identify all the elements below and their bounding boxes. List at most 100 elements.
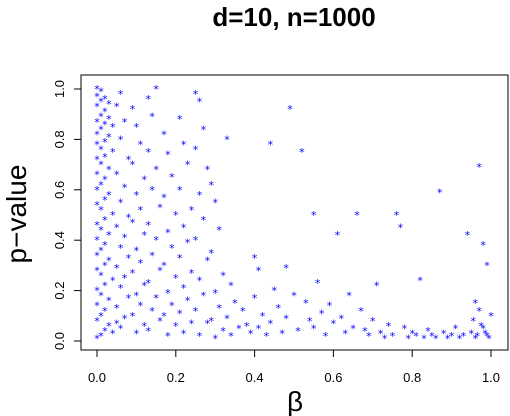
- data-point: *: [323, 330, 329, 343]
- data-point: *: [98, 159, 104, 172]
- data-point: *: [457, 332, 463, 345]
- x-tick-label: 0.4: [246, 370, 264, 385]
- data-point: *: [134, 189, 140, 202]
- y-tick-label: 0.2: [52, 282, 67, 300]
- data-point: *: [169, 171, 175, 184]
- data-point: *: [94, 285, 100, 298]
- data-point: *: [370, 315, 376, 328]
- x-axis: 0.0 0.2 0.4 0.6 0.8 1.0: [88, 350, 500, 385]
- data-point: *: [382, 332, 388, 345]
- data-point: *: [94, 184, 100, 197]
- data-point: *: [386, 320, 392, 333]
- data-point: *: [106, 189, 112, 202]
- data-point: *: [161, 310, 167, 323]
- data-point: *: [94, 219, 100, 232]
- data-point: *: [287, 103, 293, 116]
- data-point: *: [461, 330, 467, 343]
- y-tick-label: 1.0: [52, 80, 67, 98]
- data-point: *: [437, 186, 443, 199]
- data-point: *: [145, 219, 151, 232]
- data-point: *: [335, 229, 341, 242]
- data-point: *: [220, 325, 226, 338]
- data-point: *: [106, 295, 112, 308]
- data-point: *: [232, 297, 238, 310]
- data-point: *: [153, 292, 159, 305]
- data-point: *: [295, 325, 301, 338]
- data-point: *: [327, 300, 333, 313]
- data-point: *: [157, 264, 163, 277]
- data-point: *: [216, 224, 222, 237]
- data-point: *: [212, 332, 218, 345]
- data-point: *: [102, 259, 108, 272]
- data-point: *: [240, 305, 246, 318]
- data-point: *: [126, 212, 132, 225]
- data-point: *: [130, 217, 136, 230]
- data-point: *: [114, 169, 120, 182]
- data-point: *: [98, 96, 104, 109]
- data-point: *: [366, 330, 372, 343]
- data-point: *: [110, 121, 116, 134]
- chart-title: d=10, n=1000: [212, 2, 375, 32]
- data-point: *: [98, 123, 104, 136]
- data-point: *: [252, 292, 258, 305]
- data-point: *: [484, 330, 490, 343]
- data-point: *: [98, 111, 104, 124]
- data-point: *: [149, 184, 155, 197]
- data-point: *: [478, 320, 484, 333]
- data-point: *: [106, 254, 112, 267]
- data-point: *: [413, 330, 419, 343]
- data-point: *: [118, 282, 124, 295]
- data-point: *: [94, 332, 100, 345]
- data-point: *: [94, 128, 100, 141]
- data-point: *: [98, 310, 104, 323]
- data-point: *: [102, 136, 108, 149]
- data-point: *: [94, 116, 100, 129]
- data-point: *: [94, 169, 100, 182]
- y-tick-label: 0.0: [52, 332, 67, 350]
- data-point: *: [110, 275, 116, 288]
- data-point: *: [449, 330, 455, 343]
- data-point: *: [102, 106, 108, 119]
- data-point: *: [354, 209, 360, 222]
- data-point: *: [94, 154, 100, 167]
- data-point: *: [157, 201, 163, 214]
- x-tick-label: 0.0: [88, 370, 106, 385]
- data-point: *: [122, 232, 128, 245]
- data-point: *: [433, 332, 439, 345]
- data-point: *: [465, 229, 471, 242]
- data-point: *: [291, 290, 297, 303]
- data-point: *: [165, 227, 171, 240]
- data-point: *: [201, 214, 207, 227]
- data-point: *: [106, 320, 112, 333]
- data-point: *: [94, 300, 100, 313]
- data-point: *: [268, 138, 274, 151]
- data-point: *: [122, 272, 128, 285]
- data-point: *: [224, 133, 230, 146]
- data-point: *: [406, 332, 412, 345]
- data-point: *: [153, 83, 159, 96]
- data-point: *: [98, 179, 104, 192]
- data-point: *: [130, 267, 136, 280]
- data-point: *: [145, 146, 151, 159]
- data-point: *: [102, 93, 108, 106]
- data-point: *: [138, 138, 144, 151]
- data-point: *: [106, 113, 112, 126]
- data-point: *: [138, 257, 144, 270]
- data-point: *: [212, 287, 218, 300]
- data-point: *: [201, 290, 207, 303]
- data-point: *: [441, 327, 447, 340]
- x-axis-label: β: [287, 386, 303, 416]
- data-point: *: [114, 222, 120, 235]
- data-point: *: [177, 307, 183, 320]
- data-point: *: [378, 327, 384, 340]
- data-point: *: [118, 196, 124, 209]
- data-point: *: [134, 244, 140, 257]
- data-point: *: [134, 121, 140, 134]
- data-point: *: [114, 317, 120, 330]
- data-point: *: [212, 196, 218, 209]
- data-point: *: [102, 151, 108, 164]
- data-point: *: [173, 320, 179, 333]
- data-point: *: [122, 181, 128, 194]
- data-point: *: [142, 174, 148, 187]
